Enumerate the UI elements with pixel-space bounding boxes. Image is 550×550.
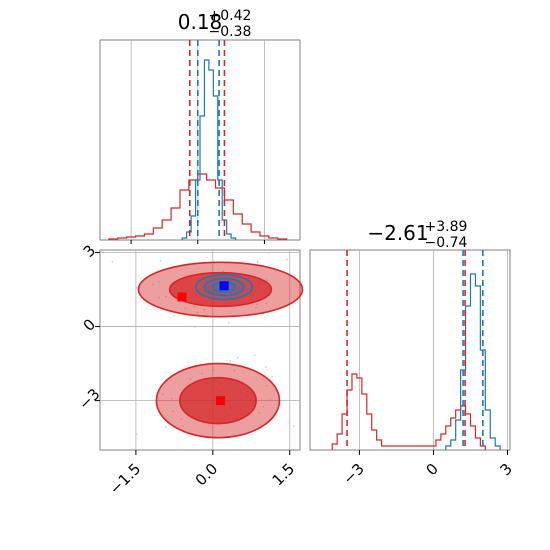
scatter-point bbox=[173, 315, 175, 317]
scatter-point bbox=[255, 306, 257, 309]
panel-bottom-right-histogram: −3 0 3 −2.61 +3.89 −0.74 bbox=[309, 219, 516, 488]
x-tick-label: 1.5 bbox=[269, 460, 299, 490]
red-marker bbox=[216, 396, 226, 406]
title-superscript: +3.89 bbox=[425, 219, 468, 235]
panel-title: 0.18 bbox=[178, 10, 223, 34]
scatter-point bbox=[136, 433, 138, 435]
red-histogram bbox=[108, 173, 288, 240]
y-tick-label: 0 bbox=[80, 315, 99, 334]
blue-histogram-step bbox=[445, 273, 501, 450]
panel-bottom-left-2d: −1.5 0.0 1.5 −3 0 3 bbox=[75, 241, 304, 498]
scatter-point bbox=[203, 309, 206, 311]
scatter-point bbox=[194, 326, 197, 328]
x-tick-label: 3 bbox=[497, 460, 516, 479]
scatter-point bbox=[200, 372, 203, 375]
y-tick-label: 3 bbox=[80, 241, 99, 260]
blue-histogram bbox=[445, 273, 501, 450]
scatter-point bbox=[256, 260, 259, 263]
title-superscript: +0.42 bbox=[209, 8, 252, 24]
scatter-point bbox=[193, 305, 196, 308]
scatter-point bbox=[212, 369, 215, 371]
scatter-point bbox=[170, 397, 173, 400]
scatter-point bbox=[236, 356, 239, 359]
x-tick-labels: −3 0 3 bbox=[339, 450, 516, 488]
scatter-point bbox=[172, 410, 174, 413]
panel-title-main: −2.61 bbox=[367, 221, 428, 245]
scatter-point bbox=[196, 311, 199, 314]
scatter-point bbox=[288, 421, 291, 424]
quantile-lines bbox=[346, 250, 484, 450]
blue-histogram-step bbox=[181, 59, 237, 240]
scatter-point bbox=[164, 426, 167, 428]
scatter-point bbox=[253, 354, 256, 356]
scatter-point bbox=[269, 399, 272, 402]
y-tick-label: −3 bbox=[75, 385, 103, 413]
quantile-lines bbox=[188, 40, 226, 240]
scatter-point bbox=[182, 425, 184, 427]
scatter-point bbox=[189, 378, 192, 380]
blue-marker bbox=[219, 281, 229, 291]
scatter-point bbox=[256, 303, 258, 305]
scatter-point bbox=[229, 360, 232, 362]
scatter-point bbox=[258, 411, 261, 414]
scatter-point bbox=[265, 302, 268, 305]
grid bbox=[358, 250, 508, 450]
scatter-point bbox=[136, 287, 138, 289]
scatter-point bbox=[286, 258, 288, 261]
x-tick-label: −1.5 bbox=[106, 460, 144, 498]
scatter-point bbox=[180, 418, 183, 420]
scatter-point bbox=[265, 279, 268, 281]
red-histogram-step bbox=[108, 173, 288, 240]
y-tick-labels: −3 0 3 bbox=[75, 241, 103, 413]
panel-top-left-histogram: 0.18 +0.42 −0.38 bbox=[99, 8, 301, 244]
x-tick-label: 0 bbox=[422, 460, 441, 479]
scatter-point bbox=[233, 369, 236, 372]
scatter-point bbox=[152, 283, 154, 286]
scatter-point bbox=[111, 260, 114, 263]
red-histogram bbox=[331, 373, 486, 450]
scatter-point bbox=[165, 295, 167, 298]
x-tick-label: −3 bbox=[339, 460, 367, 488]
panel-frame bbox=[309, 249, 511, 451]
title-main: 0.18 bbox=[178, 10, 223, 34]
title-subscript: −0.38 bbox=[209, 24, 252, 40]
scatter-point bbox=[227, 321, 230, 324]
scatter-point bbox=[158, 281, 160, 283]
scatter-point bbox=[293, 425, 295, 427]
scatter-point bbox=[262, 405, 264, 408]
red-histogram-step bbox=[331, 373, 486, 450]
scatter-point bbox=[265, 384, 268, 387]
x-tick-labels: −1.5 0.0 1.5 bbox=[106, 450, 298, 498]
markers bbox=[177, 281, 229, 406]
scatter-point bbox=[184, 307, 187, 310]
scatter-point bbox=[158, 296, 160, 299]
blue-histogram bbox=[181, 59, 237, 240]
scatter-point bbox=[159, 260, 162, 262]
red-marker bbox=[177, 292, 187, 302]
scatter-point bbox=[161, 393, 164, 395]
scatter-point bbox=[271, 375, 274, 378]
scatter-point bbox=[267, 252, 270, 254]
title-subscript: −0.74 bbox=[425, 235, 468, 251]
scatter-point bbox=[265, 366, 267, 368]
x-tick-label: 0.0 bbox=[192, 460, 222, 490]
